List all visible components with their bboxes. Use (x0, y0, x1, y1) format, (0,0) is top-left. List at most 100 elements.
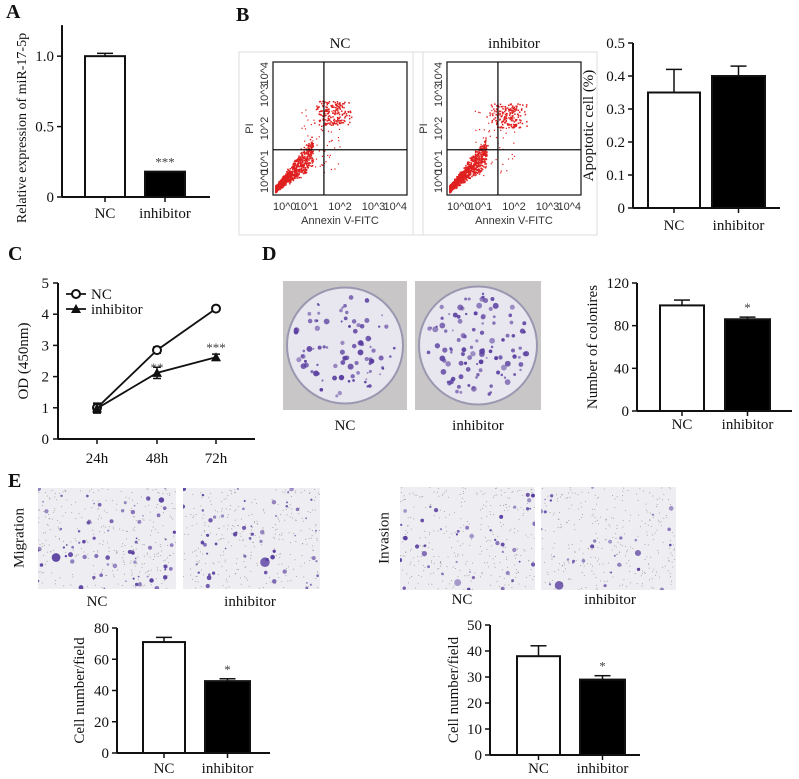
pore (74, 538, 76, 540)
pore (251, 527, 253, 529)
pore (124, 573, 126, 575)
colony (478, 368, 483, 373)
flow-point (311, 146, 314, 148)
pore (511, 491, 513, 493)
pore (215, 533, 217, 535)
pore (466, 575, 468, 577)
pore (200, 586, 202, 588)
significance-marker: * (599, 659, 606, 674)
stained-cell (433, 507, 439, 513)
flow-point (276, 185, 279, 187)
colony (460, 333, 466, 339)
pore (457, 554, 459, 556)
pore (131, 492, 133, 494)
pore (58, 528, 60, 530)
flow-point (478, 163, 480, 165)
colony (381, 367, 385, 370)
flow-point (504, 113, 507, 116)
colony (307, 318, 313, 324)
pore (230, 505, 232, 507)
pore (429, 487, 431, 488)
flow-point (306, 155, 309, 158)
flow-point (494, 110, 496, 112)
colony (446, 380, 450, 384)
flow-point (330, 168, 333, 171)
flow-point (470, 159, 472, 162)
flow-point (514, 110, 516, 112)
pore (113, 550, 115, 552)
pore (63, 541, 65, 543)
colony (341, 306, 344, 309)
flow-point (485, 137, 487, 139)
pore (494, 555, 496, 557)
pore (156, 553, 158, 555)
pore (208, 497, 210, 499)
flow-point (334, 101, 336, 104)
stained-cell (414, 544, 420, 549)
y-tick-label: 80 (94, 621, 109, 637)
pore (309, 559, 311, 561)
pore (476, 493, 478, 495)
colony (315, 319, 319, 322)
flow-point (328, 156, 331, 158)
colony (440, 369, 447, 375)
pore (431, 562, 433, 564)
pore (246, 579, 248, 581)
pore (59, 577, 61, 579)
pore (221, 508, 223, 510)
pore (225, 587, 227, 589)
colony (489, 391, 492, 394)
flow-point (518, 111, 521, 113)
pore (243, 561, 245, 563)
flow-point (337, 163, 340, 165)
pore (58, 539, 60, 541)
pore (99, 515, 101, 517)
pore (285, 575, 287, 577)
flow-point (512, 105, 514, 107)
flow-point (464, 176, 467, 179)
x-tick-label: inhibitor (722, 417, 774, 433)
flow-point (329, 122, 331, 124)
pore (518, 583, 520, 585)
pore (46, 523, 48, 525)
flow-point (344, 117, 346, 119)
pore (222, 551, 224, 553)
colony (317, 311, 321, 315)
pore (438, 556, 440, 558)
flow-point (485, 146, 487, 149)
colony (378, 325, 381, 328)
flow-point (335, 120, 337, 122)
pore (195, 514, 197, 516)
pore (228, 575, 230, 577)
stained-cell (469, 571, 471, 573)
stained-cell (282, 569, 287, 574)
colony (445, 361, 451, 367)
flow-point (301, 112, 303, 114)
pore (249, 539, 251, 541)
pore (242, 530, 244, 532)
y-tick-label: 50 (467, 618, 482, 634)
pore (513, 532, 515, 534)
flow-point (338, 113, 341, 116)
pore (115, 509, 117, 511)
flow-point (493, 118, 495, 120)
colony (354, 361, 359, 366)
pore (239, 577, 241, 579)
flow-point (294, 174, 297, 176)
pore (105, 499, 107, 501)
stained-cell (420, 518, 425, 523)
pore (515, 569, 517, 571)
colony (434, 343, 441, 349)
pore (424, 566, 426, 568)
pore (275, 555, 277, 557)
flow-point (474, 163, 476, 166)
colony (356, 371, 360, 375)
pore (271, 499, 273, 501)
pore (275, 489, 277, 491)
pore (459, 544, 461, 546)
significance-marker: ** (151, 360, 164, 375)
pore (213, 563, 215, 565)
pore (312, 509, 314, 511)
flow-point (296, 173, 298, 175)
flow-point (485, 145, 488, 147)
